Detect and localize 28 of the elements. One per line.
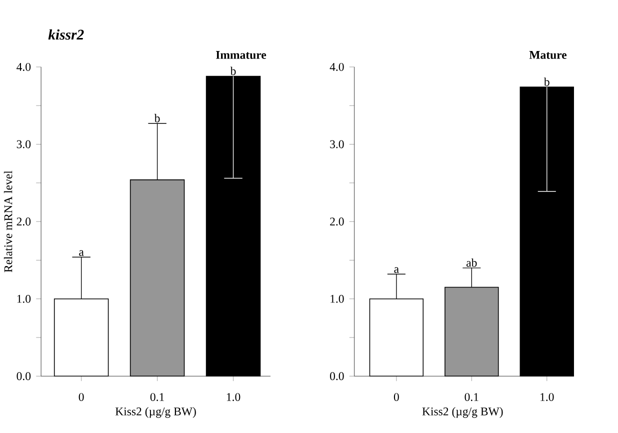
y-tick-label: 0.0 (16, 372, 31, 380)
y-tick-label: 1.0 (17, 294, 31, 303)
x-tick-label: 0 (394, 392, 399, 401)
x-tick-label: 0.1 (150, 392, 164, 401)
y-tick-label: 4.0 (330, 62, 344, 71)
y-tick-label: 1.0 (330, 294, 344, 303)
x-tick-label: 0 (78, 392, 84, 401)
x-axis-title: Kiss2 (µg/g BW) (115, 407, 196, 418)
y-tick-label: 2.0 (16, 217, 31, 226)
annotation: a (394, 267, 399, 273)
text: kissr2 (48, 29, 84, 40)
chart-title: Immature (216, 50, 266, 59)
y-axis-title: Relative mRNA level (4, 170, 12, 272)
annotation: b (230, 66, 236, 75)
annotation: ab (466, 258, 477, 267)
x-tick-label: 0.1 (464, 392, 478, 401)
y-tick-label: 4.0 (16, 62, 31, 71)
x-axis-title: Kiss2 (µg/g BW) (422, 407, 503, 418)
annotation: b (154, 114, 160, 122)
y-tick-label: 3.0 (330, 140, 344, 148)
y-tick-label: 2.0 (330, 217, 344, 226)
annotation: b (544, 77, 550, 86)
annotation: a (79, 250, 84, 256)
chart-title: Mature (529, 50, 567, 59)
x-tick-label: 1.0 (226, 392, 240, 401)
x-tick-label: 1.0 (540, 392, 554, 401)
y-tick-label: 0.0 (330, 372, 344, 380)
y-tick-label: 3.0 (16, 140, 31, 148)
